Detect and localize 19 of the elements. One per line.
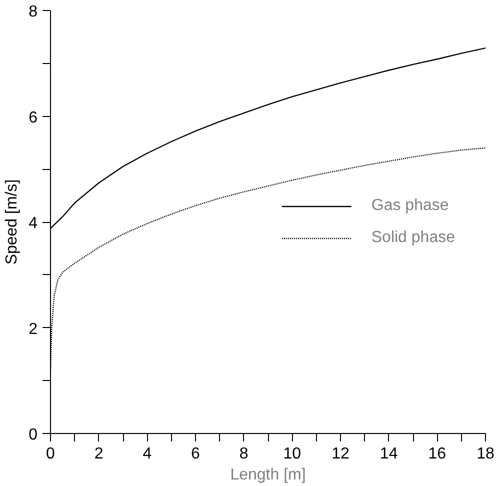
legend-label: Solid phase	[371, 228, 455, 246]
y-tick-label: 8	[28, 4, 38, 20]
x-tick-label: 16	[428, 446, 446, 462]
y-tick-label: 0	[28, 426, 38, 444]
x-tick-label: 18	[476, 446, 494, 462]
y-tick-label: 6	[28, 109, 38, 126]
x-tick-label: 10	[283, 446, 302, 462]
x-tick-label: 2	[94, 446, 104, 462]
x-tick-label: 8	[239, 446, 248, 462]
x-tick-label: 12	[332, 446, 350, 462]
y-tick-label: 4	[28, 215, 38, 232]
x-tick-label: 6	[191, 446, 200, 462]
y-axis-title: Speed [m/s]	[4, 179, 21, 265]
x-tick-label: 4	[142, 446, 152, 462]
x-axis-title: Length [m]	[230, 466, 306, 484]
x-tick-label: 14	[380, 446, 398, 462]
x-tick-label: 0	[46, 446, 56, 462]
y-tick-label: 2	[28, 320, 38, 338]
legend-label: Gas phase	[371, 196, 449, 214]
